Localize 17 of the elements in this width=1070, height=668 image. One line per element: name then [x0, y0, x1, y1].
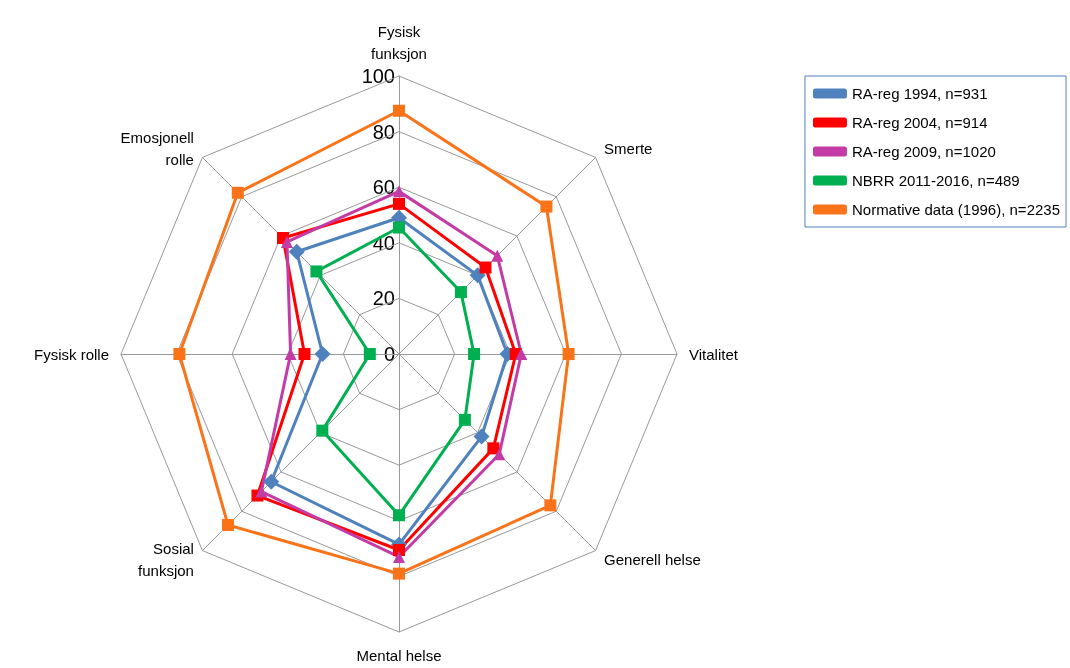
legend-label: RA-reg 2009, n=1020 — [851, 143, 996, 160]
legend-label: RA-reg 2004, n=914 — [851, 114, 988, 131]
y-tick-label: 20 — [372, 287, 395, 310]
y-tick-label: 100 — [361, 65, 395, 87]
spoke-label: Smerte — [604, 140, 653, 158]
spoke-label: Vitalitet — [689, 345, 739, 363]
spoke-label: Generell helse — [604, 550, 701, 568]
y-tick-label: 80 — [372, 120, 395, 143]
spoke-label: Emosjonell rolle — [120, 129, 194, 169]
legend-label: RA-reg 1994, n=931 — [851, 85, 988, 102]
spoke-label: Mental helse — [356, 646, 442, 664]
legend-label: Normative data (1996), n=2235 — [851, 201, 1060, 218]
legend-label: NBRR 2011-2016, n=489 — [851, 172, 1020, 189]
y-tick-label: 60 — [372, 176, 395, 199]
spoke-label: Fysisk rolle — [33, 345, 109, 363]
spoke-label: Fysisk funksjon — [371, 22, 427, 62]
spoke-label: Sosial funksjon — [138, 539, 194, 579]
